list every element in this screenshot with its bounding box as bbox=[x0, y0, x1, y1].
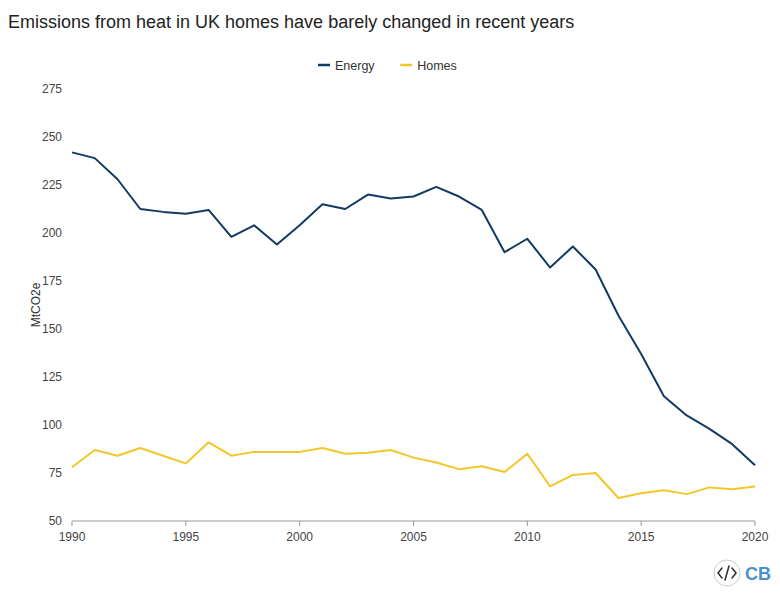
x-tick bbox=[413, 521, 414, 526]
x-tick bbox=[527, 521, 528, 526]
y-tick-label: 150 bbox=[42, 322, 62, 336]
x-tick-label: 2015 bbox=[628, 530, 655, 544]
legend: Energy Homes bbox=[318, 59, 457, 73]
x-tick bbox=[185, 521, 186, 526]
legend-label: Energy bbox=[335, 59, 375, 73]
series-line bbox=[72, 152, 755, 465]
logo: CB bbox=[745, 564, 771, 584]
y-tick-label: 200 bbox=[42, 226, 62, 240]
x-tick-label: 1995 bbox=[172, 530, 199, 544]
x-tick-label: 2000 bbox=[286, 530, 313, 544]
chart: Emissions from heat in UK homes have bar… bbox=[0, 0, 780, 601]
x-tick-label: 2005 bbox=[400, 530, 427, 544]
y-tick-label: 100 bbox=[42, 418, 62, 432]
x-tick-label: 2010 bbox=[514, 530, 541, 544]
y-tick-label: 75 bbox=[49, 466, 63, 480]
x-tick bbox=[755, 521, 756, 526]
embed-icon bbox=[714, 560, 740, 586]
x-tick bbox=[72, 521, 73, 526]
y-tick-label: 250 bbox=[42, 130, 62, 144]
legend-label: Homes bbox=[417, 59, 457, 73]
title: Emissions from heat in UK homes have bar… bbox=[8, 12, 574, 32]
y-tick-label: 275 bbox=[42, 82, 62, 96]
x-tick bbox=[641, 521, 642, 526]
legend-swatch bbox=[318, 64, 330, 67]
plot-area bbox=[72, 152, 755, 498]
legend-swatch bbox=[400, 64, 412, 67]
x-tick-label: 1990 bbox=[59, 530, 86, 544]
x-tick-label: 2020 bbox=[742, 530, 769, 544]
series-line bbox=[72, 442, 755, 498]
y-tick-label: 50 bbox=[49, 514, 63, 528]
x-tick bbox=[299, 521, 300, 526]
y-tick-label: 225 bbox=[42, 178, 62, 192]
y-axis-label: MtCO2e bbox=[29, 282, 43, 327]
y-tick-label: 125 bbox=[42, 370, 62, 384]
y-tick-label: 175 bbox=[42, 274, 62, 288]
